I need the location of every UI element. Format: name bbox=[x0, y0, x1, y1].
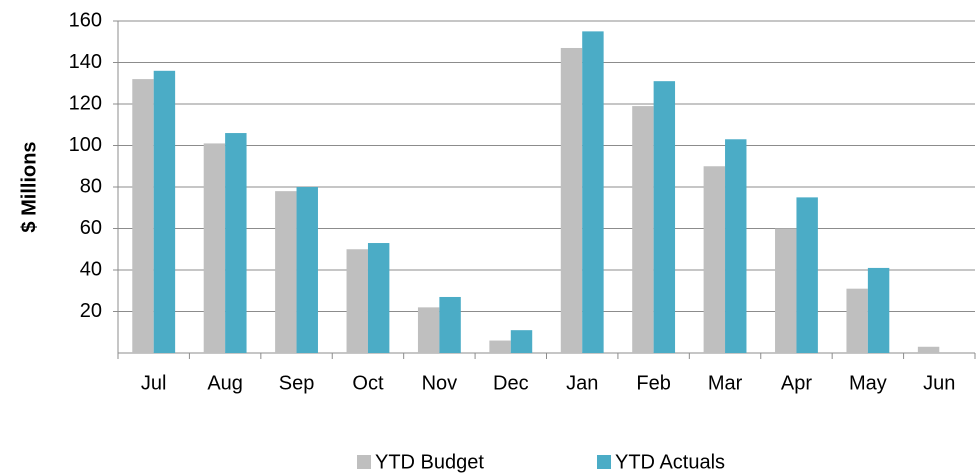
x-tick-label: Sep bbox=[279, 372, 315, 394]
bar bbox=[225, 133, 247, 353]
y-tick-label: 140 bbox=[69, 51, 102, 73]
bar bbox=[653, 81, 676, 354]
y-tick-label: 160 bbox=[69, 9, 102, 31]
x-tick-label: Dec bbox=[493, 372, 529, 394]
x-tick-label: Mar bbox=[708, 372, 743, 394]
y-tick-label: 120 bbox=[69, 92, 102, 114]
x-tick-label: Aug bbox=[207, 372, 243, 394]
legend-swatch bbox=[357, 455, 371, 469]
x-tick-label: Apr bbox=[781, 372, 812, 394]
y-tick-label: 40 bbox=[80, 258, 102, 280]
bar bbox=[296, 187, 318, 353]
bar bbox=[510, 330, 533, 353]
bar bbox=[867, 267, 890, 353]
bar bbox=[703, 166, 726, 353]
bar bbox=[725, 139, 747, 353]
bar bbox=[346, 249, 368, 353]
bar bbox=[417, 307, 440, 353]
bar bbox=[917, 346, 940, 353]
bar bbox=[489, 340, 511, 353]
bar bbox=[796, 197, 818, 353]
y-tick-label: 60 bbox=[80, 217, 102, 239]
bar bbox=[203, 143, 226, 353]
x-tick-label: Jun bbox=[923, 372, 955, 394]
bar bbox=[775, 228, 797, 353]
y-tick-label: 80 bbox=[80, 175, 102, 197]
bar bbox=[153, 70, 176, 354]
legend-label: YTD Budget bbox=[375, 451, 484, 473]
y-axis-label: $ Millions bbox=[18, 141, 40, 232]
bar bbox=[132, 79, 154, 353]
x-tick-label: Oct bbox=[352, 372, 384, 394]
legend-swatch bbox=[597, 455, 611, 469]
bar bbox=[560, 47, 583, 353]
bar bbox=[632, 106, 654, 353]
bar bbox=[846, 288, 868, 353]
bar bbox=[275, 191, 297, 353]
y-tick-label: 100 bbox=[69, 134, 102, 156]
legend-label: YTD Actuals bbox=[615, 451, 725, 473]
x-tick-label: May bbox=[849, 372, 887, 394]
bar bbox=[367, 243, 390, 353]
x-tick-label: Jan bbox=[566, 372, 598, 394]
x-tick-label: Feb bbox=[636, 372, 670, 394]
x-tick-label: Jul bbox=[141, 372, 167, 394]
bar bbox=[439, 296, 461, 353]
y-tick-label: 20 bbox=[80, 300, 102, 322]
x-tick-label: Nov bbox=[422, 372, 458, 394]
bar bbox=[582, 31, 604, 353]
